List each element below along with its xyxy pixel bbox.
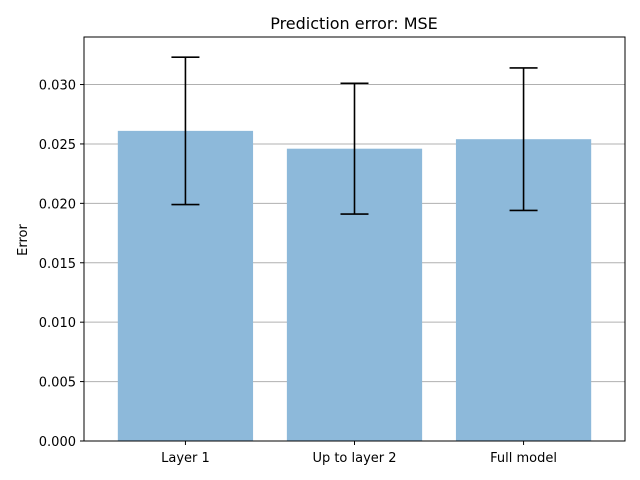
x-tick-label: Full model bbox=[490, 451, 557, 466]
y-tick-label: 0.025 bbox=[39, 138, 76, 153]
x-tick-label: Layer 1 bbox=[161, 451, 210, 466]
y-tick-label: 0.020 bbox=[39, 197, 76, 212]
y-tick-label: 0.000 bbox=[39, 435, 76, 450]
y-tick-label: 0.005 bbox=[39, 376, 76, 391]
y-tick-label: 0.015 bbox=[39, 257, 76, 272]
y-tick-label: 0.010 bbox=[39, 316, 76, 331]
axis-ticks: 0.000 0.005 0.010 0.015 0.020 0.025 0.030 Layer… bbox=[39, 79, 557, 466]
chart-title: Prediction error: MSE bbox=[270, 14, 438, 33]
y-axis-label: Error bbox=[16, 224, 31, 256]
error-bars bbox=[171, 56, 538, 215]
x-tick-label: Up to layer 2 bbox=[312, 451, 396, 466]
y-tick-label: 0.030 bbox=[39, 79, 76, 94]
